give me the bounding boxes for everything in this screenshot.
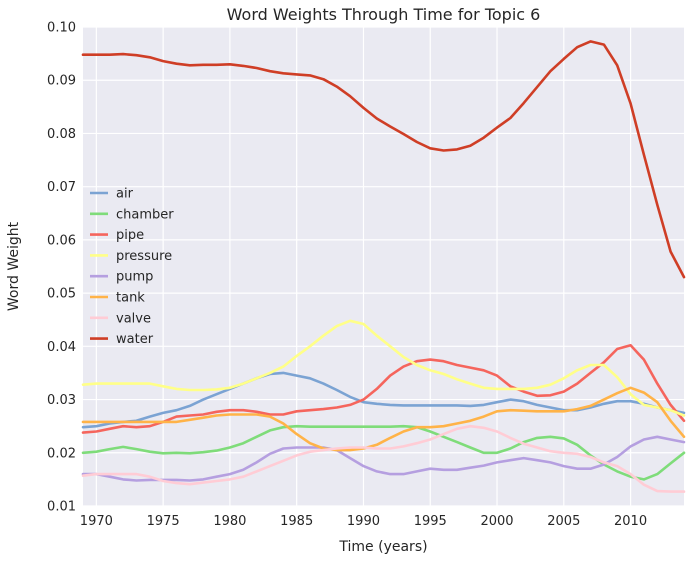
y-tick-label: 0.06 (47, 233, 76, 248)
legend-item-tank: tank (90, 291, 145, 306)
legend: air chamber pipe pressure pump tank valve water (90, 187, 174, 347)
legend-label: pipe (116, 228, 144, 243)
x-axis-label: Time (years) (338, 539, 427, 555)
series-lines (81, 40, 686, 493)
y-tick-label: 0.01 (47, 500, 76, 515)
y-tick-label: 0.10 (47, 21, 76, 36)
x-tick-label: 2010 (614, 514, 647, 529)
x-tick-label: 1995 (414, 514, 447, 529)
series-line-water (81, 40, 686, 279)
legend-label: tank (116, 291, 145, 306)
y-tick-label: 0.02 (47, 446, 76, 461)
plot-background (83, 27, 684, 506)
legend-item-pressure: pressure (90, 249, 172, 264)
x-tick-label: 2005 (547, 514, 580, 529)
legend-item-air: air (90, 187, 134, 202)
series-line-pipe (81, 343, 686, 434)
x-tick-label: 1980 (213, 514, 246, 529)
series-line-air (81, 371, 686, 429)
series-line-valve (81, 424, 686, 493)
x-tick-label: 1990 (347, 514, 380, 529)
x-tick-label: 1975 (147, 514, 180, 529)
legend-item-chamber: chamber (90, 207, 174, 222)
y-axis-label: Word Weight (6, 221, 22, 311)
x-tick-labels: 1970 1975 1980 1985 1990 1995 2000 2005 2010 (80, 514, 647, 529)
legend-item-pump: pump (90, 270, 153, 285)
chart-title: Word Weights Through Time for Topic 6 (227, 5, 541, 24)
x-tick-label: 1970 (80, 514, 113, 529)
y-tick-label: 0.05 (47, 287, 76, 302)
legend-label: chamber (116, 207, 174, 222)
legend-label: valve (116, 311, 151, 326)
x-tick-label: 1985 (280, 514, 313, 529)
y-tick-label: 0.04 (47, 340, 76, 355)
series-line-pump (81, 435, 686, 482)
series-line-tank (81, 386, 686, 452)
y-tick-label: 0.07 (47, 180, 76, 195)
y-tick-label: 0.08 (47, 127, 76, 142)
legend-item-water: water (90, 332, 154, 347)
legend-label: air (116, 187, 134, 202)
legend-item-pipe: pipe (90, 228, 144, 243)
series-line-pressure (81, 319, 686, 417)
y-tick-label: 0.09 (47, 74, 76, 89)
y-tick-labels: 0.01 0.02 0.03 0.04 0.05 0.06 0.07 0.08 0.09 0.10 (47, 21, 76, 515)
legend-label: pump (116, 270, 153, 285)
y-tick-label: 0.03 (47, 393, 76, 408)
legend-item-valve: valve (90, 311, 151, 326)
legend-label: pressure (116, 249, 172, 264)
legend-label: water (116, 332, 154, 347)
series-line-chamber (81, 424, 686, 481)
x-tick-label: 2000 (480, 514, 513, 529)
